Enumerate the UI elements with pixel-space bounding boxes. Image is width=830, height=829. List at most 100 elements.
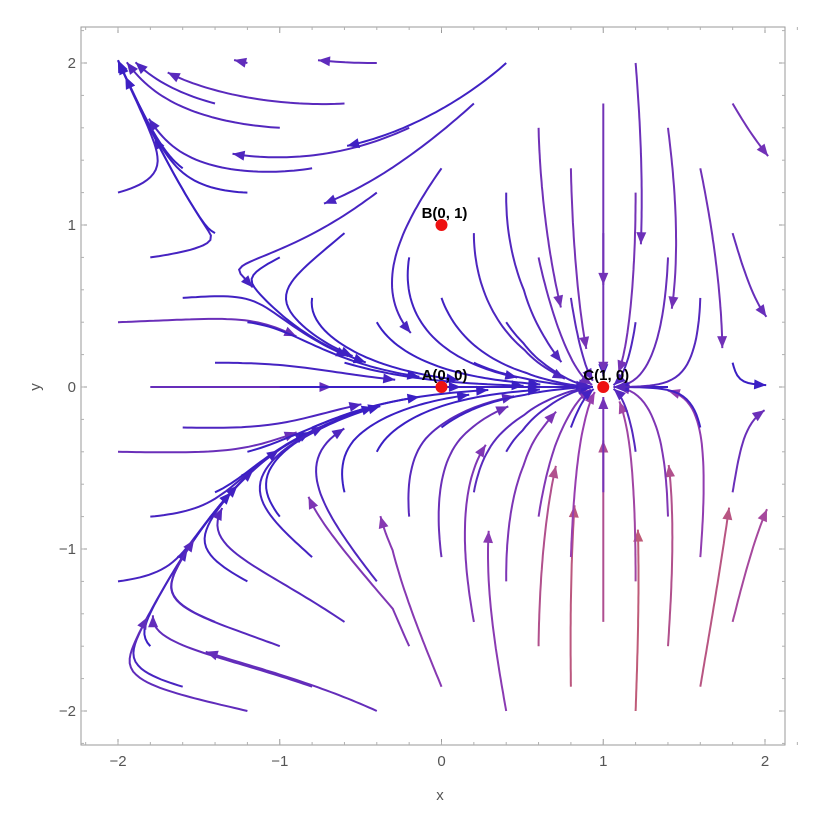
streamline	[315, 427, 378, 583]
stream-arrowhead	[722, 507, 733, 521]
streamline	[375, 388, 540, 453]
streamline	[437, 405, 509, 558]
streamline	[237, 191, 378, 289]
equilibrium-point-b	[435, 219, 448, 231]
streamline	[390, 167, 443, 334]
stream-arrowhead	[613, 388, 626, 401]
stream-arrowhead	[579, 336, 590, 349]
stream-arrowhead	[232, 150, 246, 161]
streamline	[537, 465, 557, 647]
stream-arrowhead	[308, 496, 319, 510]
stream-arrowhead	[756, 143, 769, 157]
stream-arrowhead	[579, 373, 593, 385]
stream-arrowhead	[339, 346, 353, 357]
stream-arrowhead	[324, 194, 337, 204]
stream-arrowhead	[553, 294, 563, 308]
streamline	[182, 403, 362, 429]
stream-arrowhead	[613, 381, 626, 392]
streamline	[216, 507, 346, 623]
stream-arrowhead	[598, 397, 609, 409]
streamline	[617, 192, 637, 373]
streamline	[167, 71, 345, 106]
stream-arrowhead	[352, 353, 366, 364]
streamline	[258, 425, 324, 558]
streamline	[505, 321, 591, 388]
streamline	[406, 257, 518, 379]
stream-arrowhead	[548, 465, 559, 479]
streamline	[128, 616, 248, 712]
streamline	[440, 386, 593, 429]
stream-arrowhead	[665, 465, 675, 478]
streamline	[616, 257, 669, 388]
streamline	[613, 297, 702, 388]
stream-arrowhead	[717, 336, 728, 349]
streamline	[311, 389, 489, 429]
stream-arrowhead	[598, 272, 609, 285]
y-tick-label: −2	[59, 703, 76, 720]
stream-arrowhead	[550, 349, 562, 363]
streamline	[125, 61, 280, 129]
stream-arrowhead	[755, 304, 767, 317]
streamline	[667, 127, 678, 309]
stream-arrowhead	[399, 320, 411, 333]
stream-arrowhead	[183, 539, 195, 553]
streamline	[505, 411, 557, 582]
stream-arrowhead	[205, 650, 219, 661]
stream-arrowhead	[125, 76, 136, 90]
stream-arrowhead	[598, 361, 609, 374]
equilibrium-label-b: B(0, 1)	[422, 205, 468, 222]
stream-arrowhead	[445, 373, 459, 384]
streamline	[117, 431, 298, 454]
stream-arrowhead	[475, 444, 486, 458]
stream-arrowhead	[495, 406, 509, 416]
streamline	[731, 232, 768, 318]
x-axis-title: x	[436, 787, 444, 804]
stream-arrowhead	[636, 232, 647, 245]
stream-arrowhead	[456, 391, 470, 402]
streamline	[569, 505, 576, 687]
y-tick-label: 0	[68, 379, 76, 396]
streamline	[569, 168, 588, 350]
stream-arrowhead	[544, 411, 557, 424]
streamline	[487, 530, 508, 712]
streamline	[150, 136, 212, 259]
stream-arrowhead	[241, 275, 253, 288]
streamline	[463, 444, 487, 623]
stream-arrowhead	[347, 138, 360, 149]
streamline	[407, 395, 515, 517]
streamline	[537, 127, 562, 308]
stream-arrowhead	[212, 508, 223, 521]
streamline	[323, 102, 475, 205]
stream-arrowhead	[348, 402, 362, 412]
stream-arrowhead	[582, 367, 593, 381]
streamline	[151, 615, 313, 688]
stream-arrowhead	[266, 450, 279, 461]
stream-arrowhead	[753, 379, 767, 390]
streamline	[699, 507, 731, 687]
streamline	[617, 386, 669, 517]
stream-arrowhead	[126, 62, 138, 75]
streamline	[170, 539, 281, 648]
stream-arrowhead	[584, 392, 595, 405]
stream-arrowhead	[382, 373, 396, 384]
streamline	[307, 496, 411, 647]
stream-arrowhead	[234, 57, 247, 68]
stream-arrowhead	[167, 72, 181, 83]
y-tick-label: 2	[68, 55, 76, 72]
y-tick-label: 1	[68, 217, 76, 234]
streamline	[731, 508, 768, 623]
stream-arrowhead	[757, 509, 767, 523]
stream-arrowhead	[378, 516, 389, 529]
streamline	[505, 386, 591, 453]
stream-arrowhead	[613, 373, 626, 386]
streamline	[667, 464, 674, 647]
streamline	[117, 317, 297, 338]
streamline	[634, 62, 643, 245]
equilibrium-point-a	[435, 381, 448, 393]
streamline	[375, 321, 541, 386]
streamline	[634, 529, 640, 712]
stream-arrowhead	[668, 296, 679, 309]
streamline	[250, 256, 367, 364]
stream-arrowhead	[148, 118, 160, 132]
streamline	[667, 389, 705, 558]
